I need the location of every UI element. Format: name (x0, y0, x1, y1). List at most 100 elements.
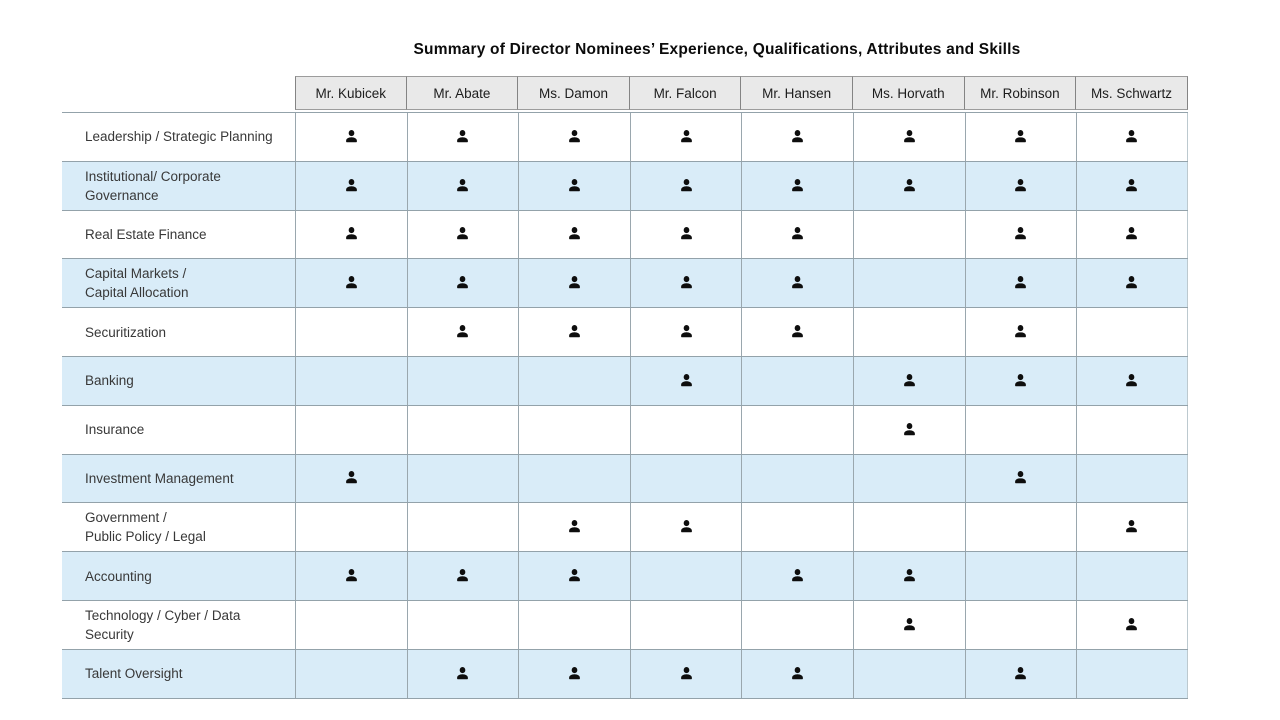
row-label: Real Estate Finance (85, 226, 207, 242)
matrix-cell-marked (518, 552, 630, 600)
person-icon (1126, 373, 1138, 387)
person-icon (1015, 276, 1027, 289)
matrix-cell-empty (852, 649, 965, 698)
skills-matrix-table: Mr. Kubicek Mr. Abate Ms. Damon Mr. Falcon M… (62, 76, 1188, 699)
person-icon (680, 276, 692, 289)
matrix-cell-empty (1076, 405, 1188, 454)
table-row: Investment Management (62, 454, 1188, 504)
matrix-cell-marked (518, 161, 630, 210)
matrix-cell-marked (1076, 210, 1188, 259)
matrix-cell-marked (852, 113, 965, 161)
matrix-cell-marked (406, 649, 519, 698)
matrix-cell-marked (741, 161, 853, 210)
matrix-cell-marked (406, 161, 519, 210)
matrix-cell-empty (629, 600, 742, 649)
matrix-cell-marked (741, 308, 853, 356)
matrix-cell-marked (964, 113, 1077, 161)
person-icon (345, 129, 357, 143)
person-icon (903, 617, 915, 631)
person-icon (457, 129, 469, 143)
row-label: Accounting (85, 568, 152, 584)
matrix-body: Leadership / Strategic Planning Instituti… (62, 112, 1188, 699)
table-row: Insurance (62, 405, 1188, 455)
matrix-cell-marked (295, 454, 407, 503)
matrix-cell-marked (741, 552, 853, 600)
column-header-ms-horvath: Ms. Horvath (852, 76, 965, 110)
person-icon (792, 325, 804, 338)
matrix-cell-marked (964, 308, 1077, 356)
matrix-cell-empty (295, 600, 407, 649)
matrix-cell-empty (741, 503, 853, 552)
column-header-ms-schwartz: Ms. Schwartz (1076, 76, 1188, 110)
person-icon (1126, 276, 1138, 289)
matrix-cell-empty (629, 454, 742, 503)
matrix-cell-empty (964, 600, 1077, 649)
person-icon (569, 129, 580, 143)
person-icon (457, 276, 469, 289)
matrix-cell-marked (629, 356, 742, 405)
matrix-cell-empty (518, 600, 630, 649)
person-icon (1015, 471, 1027, 484)
person-icon (1126, 227, 1138, 240)
matrix-cell-marked (629, 161, 742, 210)
person-icon (457, 178, 469, 191)
matrix-cell-marked (852, 405, 965, 454)
table-row: Accounting (62, 552, 1188, 601)
matrix-cell-empty (1076, 308, 1188, 356)
person-icon (792, 276, 804, 289)
matrix-cell-empty (406, 600, 519, 649)
matrix-cell-empty (741, 356, 853, 405)
person-icon (569, 276, 580, 289)
person-icon (680, 666, 692, 679)
matrix-cell-marked (518, 259, 630, 308)
person-icon (792, 569, 804, 582)
matrix-cell-marked (741, 259, 853, 308)
person-icon (680, 520, 692, 533)
table-row: Institutional/ Corporate Governance (62, 161, 1188, 211)
matrix-cell-marked (741, 113, 853, 161)
matrix-cell-empty (964, 405, 1077, 454)
row-label: Investment Management (85, 470, 234, 486)
table-row: Securitization (62, 308, 1188, 357)
column-header-mr-abate: Mr. Abate (406, 76, 519, 110)
matrix-cell-empty (406, 454, 519, 503)
matrix-cell-marked (518, 649, 630, 698)
matrix-cell-empty (295, 649, 407, 698)
matrix-cell-empty (295, 503, 407, 552)
matrix-cell-marked (964, 161, 1077, 210)
corner-cell (62, 76, 295, 110)
row-label: Government / Public Policy / Legal (85, 510, 206, 545)
matrix-cell-empty (852, 503, 965, 552)
person-icon (792, 129, 804, 143)
row-label: Banking (85, 373, 134, 389)
table-row: Technology / Cyber / Data Security (62, 600, 1188, 650)
matrix-cell-empty (629, 405, 742, 454)
matrix-cell-marked (629, 259, 742, 308)
matrix-cell-marked (518, 113, 630, 161)
person-icon (903, 178, 915, 191)
row-label: Securitization (85, 324, 167, 340)
person-icon (569, 520, 580, 533)
matrix-cell-marked (295, 113, 407, 161)
matrix-cell-empty (518, 405, 630, 454)
person-icon (680, 373, 692, 387)
matrix-cell-marked (1076, 503, 1188, 552)
matrix-cell-marked (295, 259, 407, 308)
matrix-cell-empty (406, 503, 519, 552)
matrix-cell-empty (852, 308, 965, 356)
matrix-cell-empty (518, 454, 630, 503)
person-icon (569, 666, 580, 679)
matrix-cell-marked (629, 308, 742, 356)
person-icon (569, 178, 580, 191)
matrix-cell-marked (295, 161, 407, 210)
matrix-cell-marked (629, 649, 742, 698)
person-icon (345, 471, 357, 484)
matrix-cell-marked (406, 308, 519, 356)
person-icon (345, 178, 357, 191)
matrix-cell-marked (295, 552, 407, 600)
matrix-cell-marked (629, 210, 742, 259)
person-icon (680, 178, 692, 191)
person-icon (457, 227, 469, 240)
matrix-cell-marked (964, 356, 1077, 405)
matrix-cell-marked (964, 649, 1077, 698)
